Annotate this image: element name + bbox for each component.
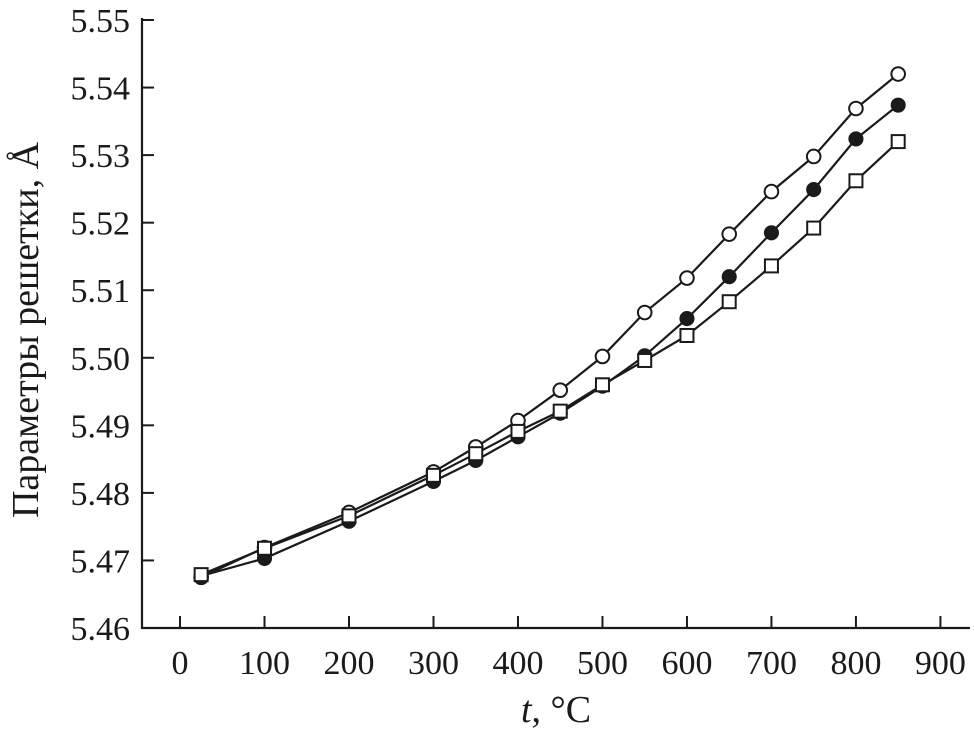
markers-open-circle: [193, 66, 906, 586]
data-point: [679, 311, 695, 327]
data-point: [763, 225, 779, 241]
markers-open-square: [193, 134, 906, 583]
data-point: [721, 269, 737, 285]
series-layer: [193, 66, 906, 586]
x-axis-unit: , °C: [532, 689, 592, 731]
x-tick-label: 400: [492, 645, 543, 682]
data-point: [848, 131, 864, 147]
series-filled-circle: [200, 104, 899, 578]
data-point: [425, 467, 441, 483]
data-point: [805, 148, 822, 165]
series-line: [200, 104, 899, 578]
data-point: [890, 97, 906, 113]
data-point: [679, 327, 695, 343]
y-ticks: 5.46 5.47 5.48 5.49 5.50 5.51 5.52 5.53 5.54 5.55: [71, 3, 154, 648]
data-point: [890, 134, 906, 150]
data-point: [848, 173, 864, 189]
series-open-circle: [200, 73, 899, 579]
x-tick-label: 800: [830, 645, 881, 682]
x-tick-label: 500: [577, 645, 628, 682]
series-line: [200, 140, 899, 576]
data-point: [721, 294, 737, 310]
data-point: [806, 182, 822, 198]
y-tick-label: 5.50: [71, 341, 131, 378]
data-point: [552, 403, 568, 419]
data-point: [552, 382, 569, 399]
x-axis-variable: t: [521, 689, 533, 731]
data-point: [594, 348, 611, 365]
y-tick-label: 5.47: [71, 543, 131, 580]
x-tick-label: 100: [239, 645, 290, 682]
x-tick-label: 0: [172, 645, 189, 682]
x-tick-label: 300: [408, 645, 459, 682]
y-tick-label: 5.55: [71, 3, 131, 40]
y-tick-label: 5.49: [71, 408, 131, 445]
data-point: [594, 377, 610, 393]
data-point: [510, 423, 526, 439]
data-point: [806, 220, 822, 236]
series-line: [200, 73, 899, 579]
y-tick-label: 5.52: [71, 206, 131, 243]
x-axis-title: t, °C: [521, 689, 591, 731]
axes: [140, 18, 970, 630]
data-point: [763, 183, 780, 200]
markers-filled-circle: [193, 97, 906, 584]
data-point: [468, 446, 484, 462]
y-tick-label: 5.46: [71, 611, 131, 648]
data-point: [890, 66, 906, 82]
data-point: [721, 226, 738, 242]
x-tick-label: 900: [915, 645, 966, 682]
data-point: [679, 270, 695, 286]
y-tick-label: 5.54: [71, 71, 131, 108]
data-point: [636, 304, 653, 321]
y-tick-label: 5.48: [71, 476, 131, 513]
data-point: [637, 352, 653, 368]
y-tick-label: 5.53: [71, 138, 131, 175]
data-point: [193, 567, 209, 583]
series-open-square: [200, 140, 899, 576]
x-tick-label: 700: [746, 645, 797, 682]
y-tick-label: 5.51: [71, 273, 131, 310]
data-point: [257, 540, 273, 556]
data-point: [763, 258, 779, 274]
data-point: [341, 508, 357, 524]
x-tick-label: 600: [661, 645, 712, 682]
data-point: [848, 100, 864, 117]
x-ticks: 0 100 200 300 400 500 600 700 800 900: [172, 616, 966, 682]
y-axis-title: Параметры решетки, Å: [5, 141, 47, 518]
x-tick-label: 200: [324, 645, 375, 682]
